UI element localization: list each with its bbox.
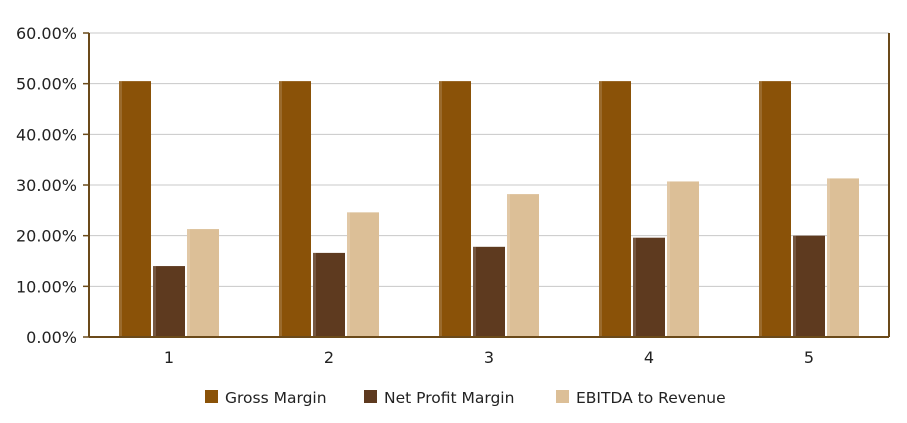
bar-ebitda-to-revenue	[347, 212, 379, 337]
axes	[88, 33, 890, 338]
bar-net-profit-margin	[473, 246, 505, 337]
bar-highlight	[153, 266, 156, 337]
bar-highlight	[827, 178, 830, 337]
legend-label-net-profit-margin: Net Profit Margin	[384, 389, 514, 407]
bar-highlight	[507, 194, 510, 337]
x-axis-tick-labels: 1 2 3 4 5	[164, 348, 814, 367]
y-tick-label: 10.00%	[16, 277, 77, 296]
y-tick-label: 50.00%	[16, 75, 77, 94]
bar-highlight	[599, 81, 602, 337]
bar-highlight	[667, 181, 670, 337]
bar-gross-margin	[279, 81, 311, 337]
bar-highlight	[119, 81, 122, 337]
bar-highlight	[473, 246, 476, 337]
bar-gross-margin	[119, 81, 151, 337]
x-tick-label: 4	[644, 348, 654, 367]
y-tick-label: 30.00%	[16, 176, 77, 195]
bar-ebitda-to-revenue	[827, 178, 859, 337]
legend-swatch-ebitda-to-revenue	[556, 390, 569, 403]
bar-highlight	[633, 237, 636, 337]
bar-highlight	[279, 81, 282, 337]
bar-ebitda-to-revenue	[667, 181, 699, 337]
x-tick-label: 5	[804, 348, 814, 367]
legend-swatch-gross-margin	[205, 390, 218, 403]
legend: Gross Margin Net Profit Margin EBITDA to R…	[205, 389, 726, 407]
bar-highlight	[759, 81, 762, 337]
y-axis-tick-labels: 0.00% 10.00% 20.00% 30.00% 40.00% 50.00% 60.00…	[16, 24, 77, 347]
x-tick-label: 1	[164, 348, 174, 367]
y-tick-label: 40.00%	[16, 125, 77, 144]
bar-gross-margin	[599, 81, 631, 337]
legend-label-gross-margin: Gross Margin	[225, 389, 327, 407]
bar-net-profit-margin	[153, 266, 185, 337]
y-tick-label: 20.00%	[16, 227, 77, 246]
bars	[119, 81, 859, 337]
bar-net-profit-margin	[313, 252, 345, 337]
bar-gross-margin	[439, 81, 471, 337]
bar-highlight	[187, 229, 190, 337]
y-tick-label: 60.00%	[16, 24, 77, 43]
bar-gross-margin	[759, 81, 791, 337]
y-tick-label: 0.00%	[26, 328, 77, 347]
x-tick-label: 3	[484, 348, 494, 367]
x-tick-label: 2	[324, 348, 334, 367]
bar-highlight	[313, 252, 316, 337]
bar-highlight	[347, 212, 350, 337]
grid-lines	[83, 32, 889, 338]
legend-label-ebitda-to-revenue: EBITDA to Revenue	[576, 389, 726, 407]
bar-net-profit-margin	[633, 237, 665, 337]
bar-highlight	[793, 235, 796, 337]
bar-ebitda-to-revenue	[187, 229, 219, 337]
legend-swatch-net-profit-margin	[364, 390, 377, 403]
bar-net-profit-margin	[793, 235, 825, 337]
bar-highlight	[439, 81, 442, 337]
bar-ebitda-to-revenue	[507, 194, 539, 337]
